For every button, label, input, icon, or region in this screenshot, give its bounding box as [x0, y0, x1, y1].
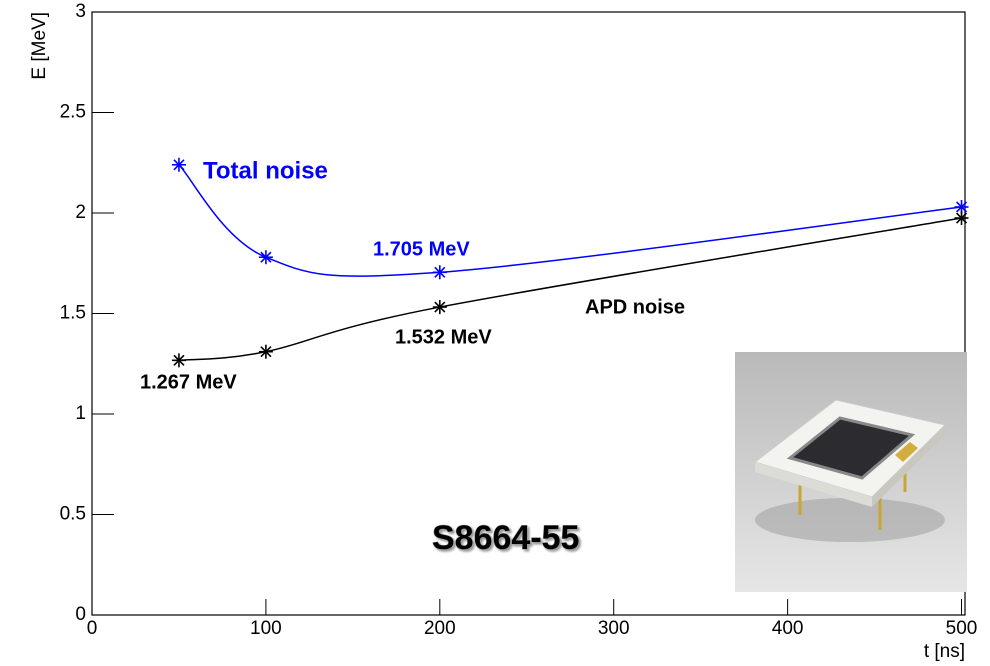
- point-marker: [258, 250, 273, 265]
- x-tick-label: 500: [946, 618, 978, 639]
- marker-stroke: [173, 354, 185, 366]
- y-tick-label: 2.5: [60, 102, 86, 123]
- marker-stroke: [434, 301, 446, 313]
- point-marker: [171, 353, 186, 368]
- annotation: APD noise: [585, 296, 685, 318]
- x-tick-label: 200: [424, 618, 456, 639]
- x-tick-label: 400: [772, 618, 804, 639]
- marker-stroke: [955, 212, 968, 224]
- annotation: 1.705 MeV: [373, 238, 470, 260]
- x-tick-label: 0: [87, 618, 98, 639]
- marker-stroke: [173, 159, 185, 171]
- y-tick-label: 1.5: [60, 303, 86, 324]
- annotation: S8664-55: [432, 519, 579, 557]
- x-tick-label: 300: [598, 618, 630, 639]
- y-tick-label: 2: [75, 202, 86, 223]
- x-tick-label: 100: [250, 618, 282, 639]
- marker-stroke: [260, 346, 272, 358]
- x-axis-label: t [ns]: [924, 641, 965, 662]
- point-marker: [258, 344, 273, 359]
- y-tick-label: 1: [75, 403, 86, 424]
- sensor-photo: [735, 352, 967, 592]
- y-axis-label: E [MeV]: [29, 12, 50, 80]
- marker-stroke: [955, 201, 968, 213]
- y-tick-label: 0.5: [60, 504, 86, 525]
- y-tick-label: 0: [75, 604, 86, 625]
- annotation: 1.267 MeV: [140, 371, 237, 393]
- annotation: Total noise: [203, 157, 328, 184]
- y-tick-label: 3: [75, 1, 86, 22]
- marker-stroke: [434, 266, 446, 278]
- annotation: 1.532 MeV: [395, 326, 492, 348]
- point-marker: [432, 265, 447, 280]
- point-marker: [432, 300, 447, 315]
- marker-stroke: [260, 251, 272, 263]
- series-line: [178, 164, 962, 277]
- point-marker: [171, 157, 186, 172]
- series-line: [178, 217, 962, 362]
- point-marker: [954, 211, 969, 226]
